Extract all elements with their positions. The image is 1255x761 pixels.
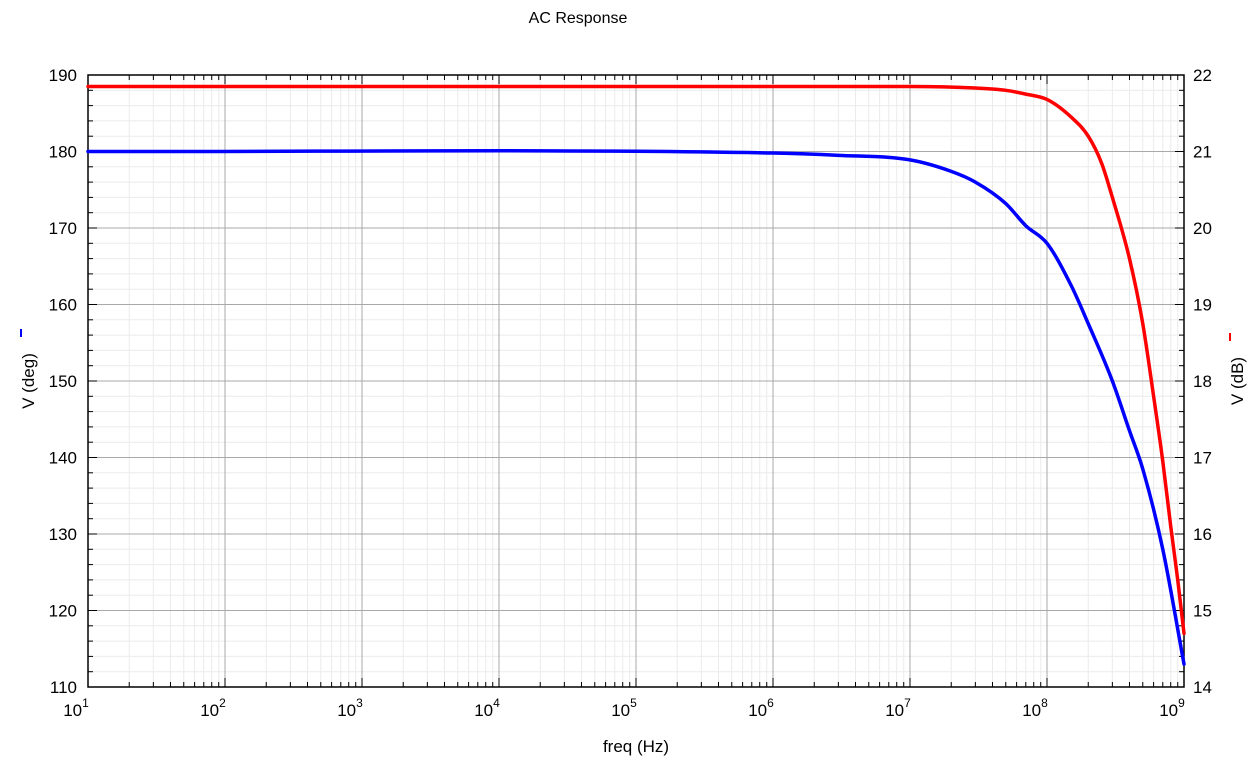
y-right-label-group: V (dB) <box>1228 333 1247 405</box>
y-right-tick-label: 20 <box>1193 219 1212 238</box>
x-tick-label: 103 <box>337 696 363 720</box>
x-tick-label: 109 <box>1159 696 1185 720</box>
chart-title: AC Response <box>529 10 628 27</box>
y-right-tick-label: 17 <box>1193 449 1212 468</box>
y-left-axis-label: V (deg) <box>19 353 38 409</box>
y-left-tick-label: 190 <box>49 66 77 85</box>
y-right-tick-label: 22 <box>1193 66 1212 85</box>
y-right-tick-labels: 14 15 16 17 18 19 20 21 22 <box>1193 66 1212 697</box>
y-right-tick-label: 19 <box>1193 296 1212 315</box>
y-left-tick-label: 130 <box>49 525 77 544</box>
y-left-tick-label: 110 <box>50 678 77 697</box>
y-right-tick-label: 15 <box>1193 602 1212 621</box>
y-left-tick-label: 150 <box>49 372 77 391</box>
y-left-tick-label: 170 <box>49 219 77 238</box>
x-tick-label: 101 <box>63 696 89 720</box>
series-layer <box>86 84 1186 666</box>
x-tick-labels: 101 102 103 104 105 106 107 108 109 <box>63 696 1185 720</box>
x-tick-label: 102 <box>200 696 226 720</box>
y-right-tick-label: 18 <box>1193 372 1212 391</box>
y-left-tick-label: 180 <box>49 143 77 162</box>
y-right-tick-label: 21 <box>1193 143 1212 162</box>
y-right-axis-label: V (dB) <box>1228 357 1247 405</box>
x-axis-label: freq (Hz) <box>603 737 669 756</box>
x-tick-label: 106 <box>748 696 774 720</box>
x-tick-label: 104 <box>474 696 500 720</box>
y-left-tick-label: 140 <box>49 449 77 468</box>
y-left-tick-label: 160 <box>49 296 77 315</box>
phase-series-line <box>86 149 1186 666</box>
magnitude-series-line <box>86 84 1186 636</box>
x-tick-label: 105 <box>611 696 637 720</box>
y-right-tick-label: 16 <box>1193 525 1212 544</box>
y-left-tick-label: 120 <box>49 602 77 621</box>
x-tick-label: 107 <box>885 696 911 720</box>
y-right-tick-label: 14 <box>1193 678 1212 697</box>
y-left-tick-labels: 110 120 130 140 150 160 170 180 190 <box>49 66 77 697</box>
x-tick-label: 108 <box>1022 696 1048 720</box>
y-left-label-group: V (deg) <box>19 329 38 409</box>
